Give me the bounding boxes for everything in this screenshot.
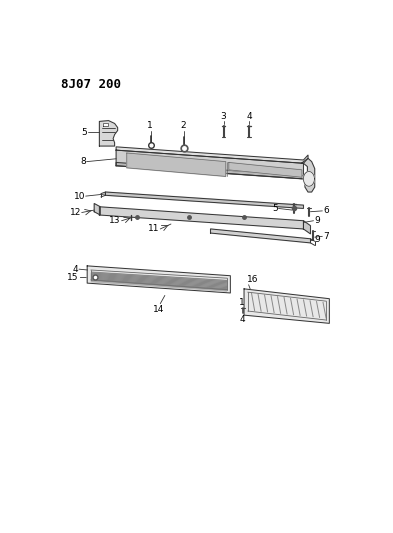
Polygon shape [92, 273, 227, 283]
Text: 3: 3 [220, 111, 226, 120]
Text: 13: 13 [109, 216, 121, 225]
Polygon shape [99, 120, 118, 146]
Polygon shape [303, 172, 314, 186]
Polygon shape [92, 276, 227, 286]
Text: 12: 12 [70, 208, 81, 217]
Text: 2: 2 [180, 122, 186, 131]
Text: 4: 4 [239, 315, 245, 324]
Polygon shape [116, 147, 308, 163]
Text: 5: 5 [81, 127, 87, 136]
Polygon shape [127, 153, 226, 176]
Text: 8J07 200: 8J07 200 [61, 78, 121, 91]
Polygon shape [87, 266, 230, 293]
Polygon shape [303, 221, 310, 234]
Polygon shape [244, 289, 329, 324]
Text: 9: 9 [314, 235, 320, 244]
Polygon shape [105, 192, 303, 208]
Text: 10: 10 [73, 191, 85, 200]
Text: 16: 16 [246, 276, 258, 284]
Polygon shape [229, 163, 302, 177]
Text: 9: 9 [314, 216, 320, 225]
Polygon shape [116, 150, 303, 179]
Polygon shape [92, 275, 227, 285]
Text: 6: 6 [323, 206, 329, 215]
Text: 14: 14 [152, 305, 164, 314]
Polygon shape [92, 278, 227, 289]
Text: 7: 7 [323, 232, 329, 241]
Text: 11: 11 [148, 224, 160, 233]
Polygon shape [92, 277, 227, 288]
Polygon shape [92, 274, 227, 284]
Polygon shape [92, 280, 227, 291]
Text: 4: 4 [247, 111, 252, 120]
Text: 8: 8 [80, 157, 86, 166]
Polygon shape [92, 279, 227, 290]
Text: 5: 5 [272, 204, 277, 213]
Text: 4: 4 [72, 265, 78, 273]
Text: 1: 1 [147, 122, 152, 131]
Polygon shape [94, 204, 100, 215]
Polygon shape [103, 124, 108, 126]
Polygon shape [99, 207, 303, 229]
Polygon shape [211, 229, 310, 243]
Text: 1: 1 [239, 298, 245, 307]
Text: 15: 15 [66, 273, 78, 282]
Polygon shape [116, 163, 308, 179]
Polygon shape [92, 272, 227, 281]
Polygon shape [301, 158, 315, 192]
